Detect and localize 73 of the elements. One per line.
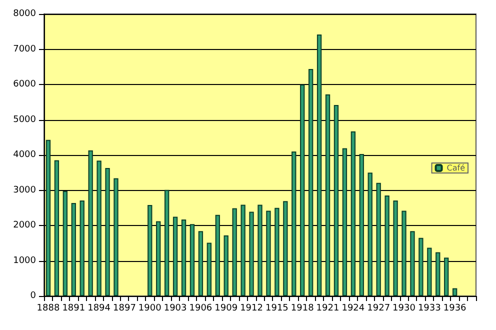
- x-tick-label: 1903: [164, 304, 187, 314]
- x-tick-label: 1897: [113, 304, 136, 314]
- x-tick-label: 1930: [392, 304, 416, 314]
- x-tick-label: 1921: [316, 304, 340, 314]
- bar: [240, 204, 246, 296]
- bar: [105, 168, 110, 296]
- y-tick-label: 6000: [13, 80, 36, 90]
- y-tick-label: 7000: [13, 44, 36, 54]
- bar: [283, 201, 288, 296]
- bar: [181, 220, 186, 296]
- bar: [232, 208, 237, 296]
- bar: [292, 151, 296, 296]
- bar: [266, 210, 271, 296]
- bar: [376, 182, 381, 296]
- x-tick-label: 1918: [290, 304, 314, 314]
- bar: [402, 210, 406, 296]
- bar: [427, 248, 432, 296]
- bar: [80, 200, 84, 296]
- bar: [342, 148, 348, 296]
- bar: [114, 178, 118, 296]
- bar: [325, 94, 330, 296]
- y-tick-label: 4000: [13, 150, 36, 160]
- bar: [410, 231, 415, 296]
- x-tick-label: 1909: [214, 304, 238, 314]
- x-tick-label: 1888: [36, 304, 60, 314]
- y-tick-label: 0: [30, 291, 36, 301]
- bar: [444, 258, 449, 296]
- y-tick-label: 8000: [13, 9, 36, 19]
- bar: [62, 190, 68, 296]
- bar: [274, 208, 280, 296]
- bar: [198, 231, 204, 296]
- x-tick-label: 1912: [240, 304, 263, 314]
- bar: [368, 172, 372, 296]
- bar: [54, 160, 60, 296]
- bar: [172, 216, 178, 296]
- y-tick-label: 2000: [13, 220, 36, 230]
- bar: [359, 154, 364, 296]
- x-tick-label: 1924: [342, 304, 365, 314]
- y-tick-label: 3000: [13, 185, 36, 196]
- x-tick-label: 1891: [62, 304, 86, 314]
- bar: [249, 212, 254, 296]
- x-tick-label: 1936: [443, 304, 467, 314]
- y-tick-label: 1000: [13, 256, 36, 266]
- legend-label: Café: [446, 164, 466, 172]
- bar: [384, 196, 390, 296]
- x-tick-label: 1906: [189, 304, 212, 314]
- bar: [258, 204, 262, 296]
- bar: [71, 202, 76, 296]
- bar: [300, 84, 305, 296]
- bar: [334, 104, 339, 296]
- x-tick-label: 1927: [367, 304, 390, 314]
- bar: [215, 214, 220, 296]
- x-tick-label: 1894: [88, 304, 111, 314]
- x-tick-label: 1915: [265, 304, 288, 314]
- bar: [46, 140, 51, 296]
- bar: [206, 242, 212, 296]
- bar: [88, 150, 93, 296]
- bar: [224, 235, 228, 296]
- x-tick-label: 1900: [138, 304, 162, 314]
- bar: [190, 224, 195, 296]
- bar: [418, 238, 424, 296]
- y-tick-label: 5000: [13, 114, 36, 125]
- bar: [436, 252, 440, 296]
- bar: [316, 34, 322, 296]
- bar: [350, 131, 356, 296]
- bar: [148, 205, 152, 296]
- bar: [452, 288, 458, 296]
- bar: [96, 160, 102, 296]
- bar: [156, 221, 161, 296]
- x-tick-label: 1933: [418, 304, 441, 314]
- bar: [164, 190, 170, 296]
- bar: [393, 200, 398, 296]
- bar: [308, 68, 314, 296]
